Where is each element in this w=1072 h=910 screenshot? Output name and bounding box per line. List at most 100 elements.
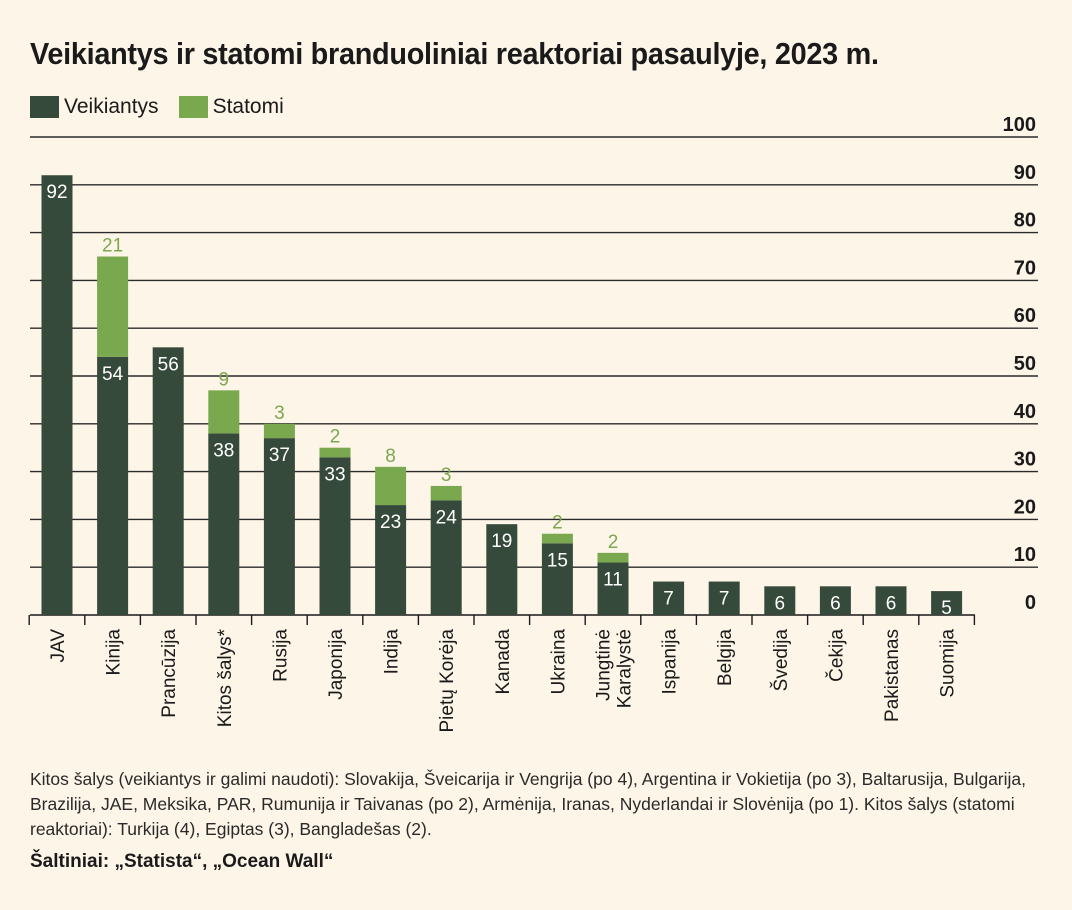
y-tick-label-40: 40 — [1014, 401, 1036, 423]
x-label-line-2-0: Prancūzija — [159, 629, 180, 718]
x-label-5: Japonija — [326, 629, 347, 700]
bar-operating-4 — [263, 438, 295, 615]
y-tick-label-20: 20 — [1014, 496, 1036, 518]
x-label-12: Belgija — [715, 629, 736, 686]
x-label-line-8-0: Kanada — [493, 629, 514, 695]
bar-building-1 — [97, 256, 129, 357]
x-label-6: Indija — [382, 629, 403, 675]
bar-building-3 — [208, 390, 240, 434]
bar-label-operating-8: 19 — [491, 531, 512, 552]
bar-label-building-5: 2 — [330, 427, 341, 448]
y-tick-label-100: 100 — [1003, 114, 1036, 136]
x-label-16: Suomija — [938, 629, 959, 698]
bar-label-operating-10: 11 — [603, 569, 623, 590]
bar-operating-5 — [319, 457, 351, 615]
x-label-1: Kinija — [104, 629, 125, 676]
x-label-line-6-0: Indija — [382, 629, 403, 675]
bar-label-building-1: 21 — [102, 236, 123, 257]
bar-label-operating-5: 33 — [324, 464, 345, 485]
bar-label-operating-16: 5 — [941, 598, 952, 619]
bar-building-5 — [319, 447, 351, 458]
x-label-8: Kanada — [493, 629, 514, 695]
x-label-line-7-0: Pietų Korėja — [437, 629, 458, 733]
x-label-15: Pakistanas — [882, 629, 903, 722]
x-label-line-11-0: Ispanija — [660, 629, 681, 695]
bar-operating-14 — [819, 586, 851, 615]
x-label-0: JAV — [48, 629, 69, 663]
bar-operating-1 — [97, 356, 129, 615]
y-tick-label-90: 90 — [1014, 162, 1036, 184]
gridlines — [28, 136, 1038, 625]
x-label-line-9-0: Ukraina — [548, 629, 569, 695]
x-label-line-3-0: Kitos šalys* — [215, 628, 236, 727]
legend-item-building: Statomi — [178, 95, 284, 119]
y-tick-label-60: 60 — [1014, 305, 1036, 327]
x-label-14: Čekija — [825, 629, 847, 682]
bar-label-operating-0: 92 — [46, 182, 67, 203]
x-label-line-13-0: Švedija — [770, 629, 792, 692]
bar-label-building-3: 9 — [219, 369, 230, 390]
legend-swatch-building — [178, 96, 208, 118]
x-label-2: Prancūzija — [159, 629, 180, 718]
bar-label-operating-9: 15 — [547, 550, 568, 571]
y-tick-label-50: 50 — [1014, 353, 1036, 375]
x-label-3: Kitos šalys* — [215, 628, 236, 727]
x-label-11: Ispanija — [660, 629, 681, 695]
bar-label-operating-12: 7 — [719, 589, 730, 610]
y-tick-label-70: 70 — [1014, 257, 1036, 279]
legend-label-building: Statomi — [212, 95, 284, 118]
bar-label-operating-4: 37 — [269, 445, 290, 466]
bar-label-building-10: 2 — [608, 532, 619, 553]
bar-operating-12 — [708, 581, 740, 615]
x-label-line-12-0: Belgija — [715, 629, 736, 686]
bar-label-operating-7: 24 — [436, 507, 458, 528]
bar-label-operating-1: 54 — [102, 364, 124, 385]
y-tick-label-80: 80 — [1014, 210, 1036, 232]
x-axis-labels: JAV Kinija Prancūzija Kitos šalys* Rusija Jap… — [48, 628, 959, 732]
bar-building-6 — [375, 466, 407, 506]
x-label-line-4-0: Rusija — [270, 629, 291, 682]
x-label-line-15-0: Pakistanas — [882, 629, 903, 722]
bar-operating-16 — [931, 591, 963, 615]
bar-label-operating-13: 6 — [775, 593, 786, 614]
x-label-9: Ukraina — [548, 629, 569, 695]
chart-title: Veikiantys ir statomi branduoliniai reak… — [30, 36, 879, 71]
bar-label-building-7: 3 — [441, 465, 452, 486]
bar-operating-3 — [208, 433, 240, 615]
source-line: Šaltiniai: „Statista“, „Ocean Wall“ — [30, 851, 334, 872]
bar-label-operating-2: 56 — [158, 354, 179, 375]
bar-label-building-6: 8 — [385, 446, 396, 467]
bar-operating-7 — [430, 500, 462, 615]
bar-operating-11 — [653, 581, 685, 615]
y-tick-label-10: 10 — [1014, 544, 1036, 566]
bar-operating-8 — [486, 524, 518, 615]
bar-operating-10 — [597, 562, 629, 615]
bar-operating-6 — [375, 505, 407, 615]
y-tick-label-30: 30 — [1014, 449, 1036, 471]
x-label-line-0-0: JAV — [48, 629, 69, 663]
bar-operating-13 — [764, 586, 796, 615]
bar-building-4 — [263, 423, 295, 439]
bar-label-building-9: 2 — [552, 513, 563, 534]
bar-building-7 — [430, 485, 462, 501]
y-tick-label-0: 0 — [1025, 592, 1036, 614]
bar-building-9 — [541, 533, 573, 544]
x-label-line-5-0: Japonija — [326, 629, 347, 700]
legend-item-operating: Veikiantys — [30, 95, 159, 119]
x-label-line-14-0: Čekija — [825, 629, 847, 682]
footnote: Kitos šalys (veikiantys ir galimi naudot… — [30, 769, 1026, 839]
bar-operating-2 — [152, 347, 184, 615]
legend: Veikiantys Statomi — [30, 95, 304, 119]
bar-label-operating-14: 6 — [830, 593, 841, 614]
y-axis-ticks: 0 10 20 30 40 50 60 70 80 90 100 — [1003, 114, 1036, 614]
x-label-7: Pietų Korėja — [437, 629, 458, 733]
x-label-line-16-0: Suomija — [938, 629, 959, 698]
bar-operating-9 — [541, 543, 573, 615]
x-label-13: Švedija — [770, 629, 792, 692]
x-label-10: Jungtinė Karalystė — [594, 629, 636, 708]
legend-swatch-operating — [30, 96, 59, 118]
bar-label-operating-3: 38 — [213, 440, 234, 461]
legend-label-operating: Veikiantys — [64, 95, 159, 118]
